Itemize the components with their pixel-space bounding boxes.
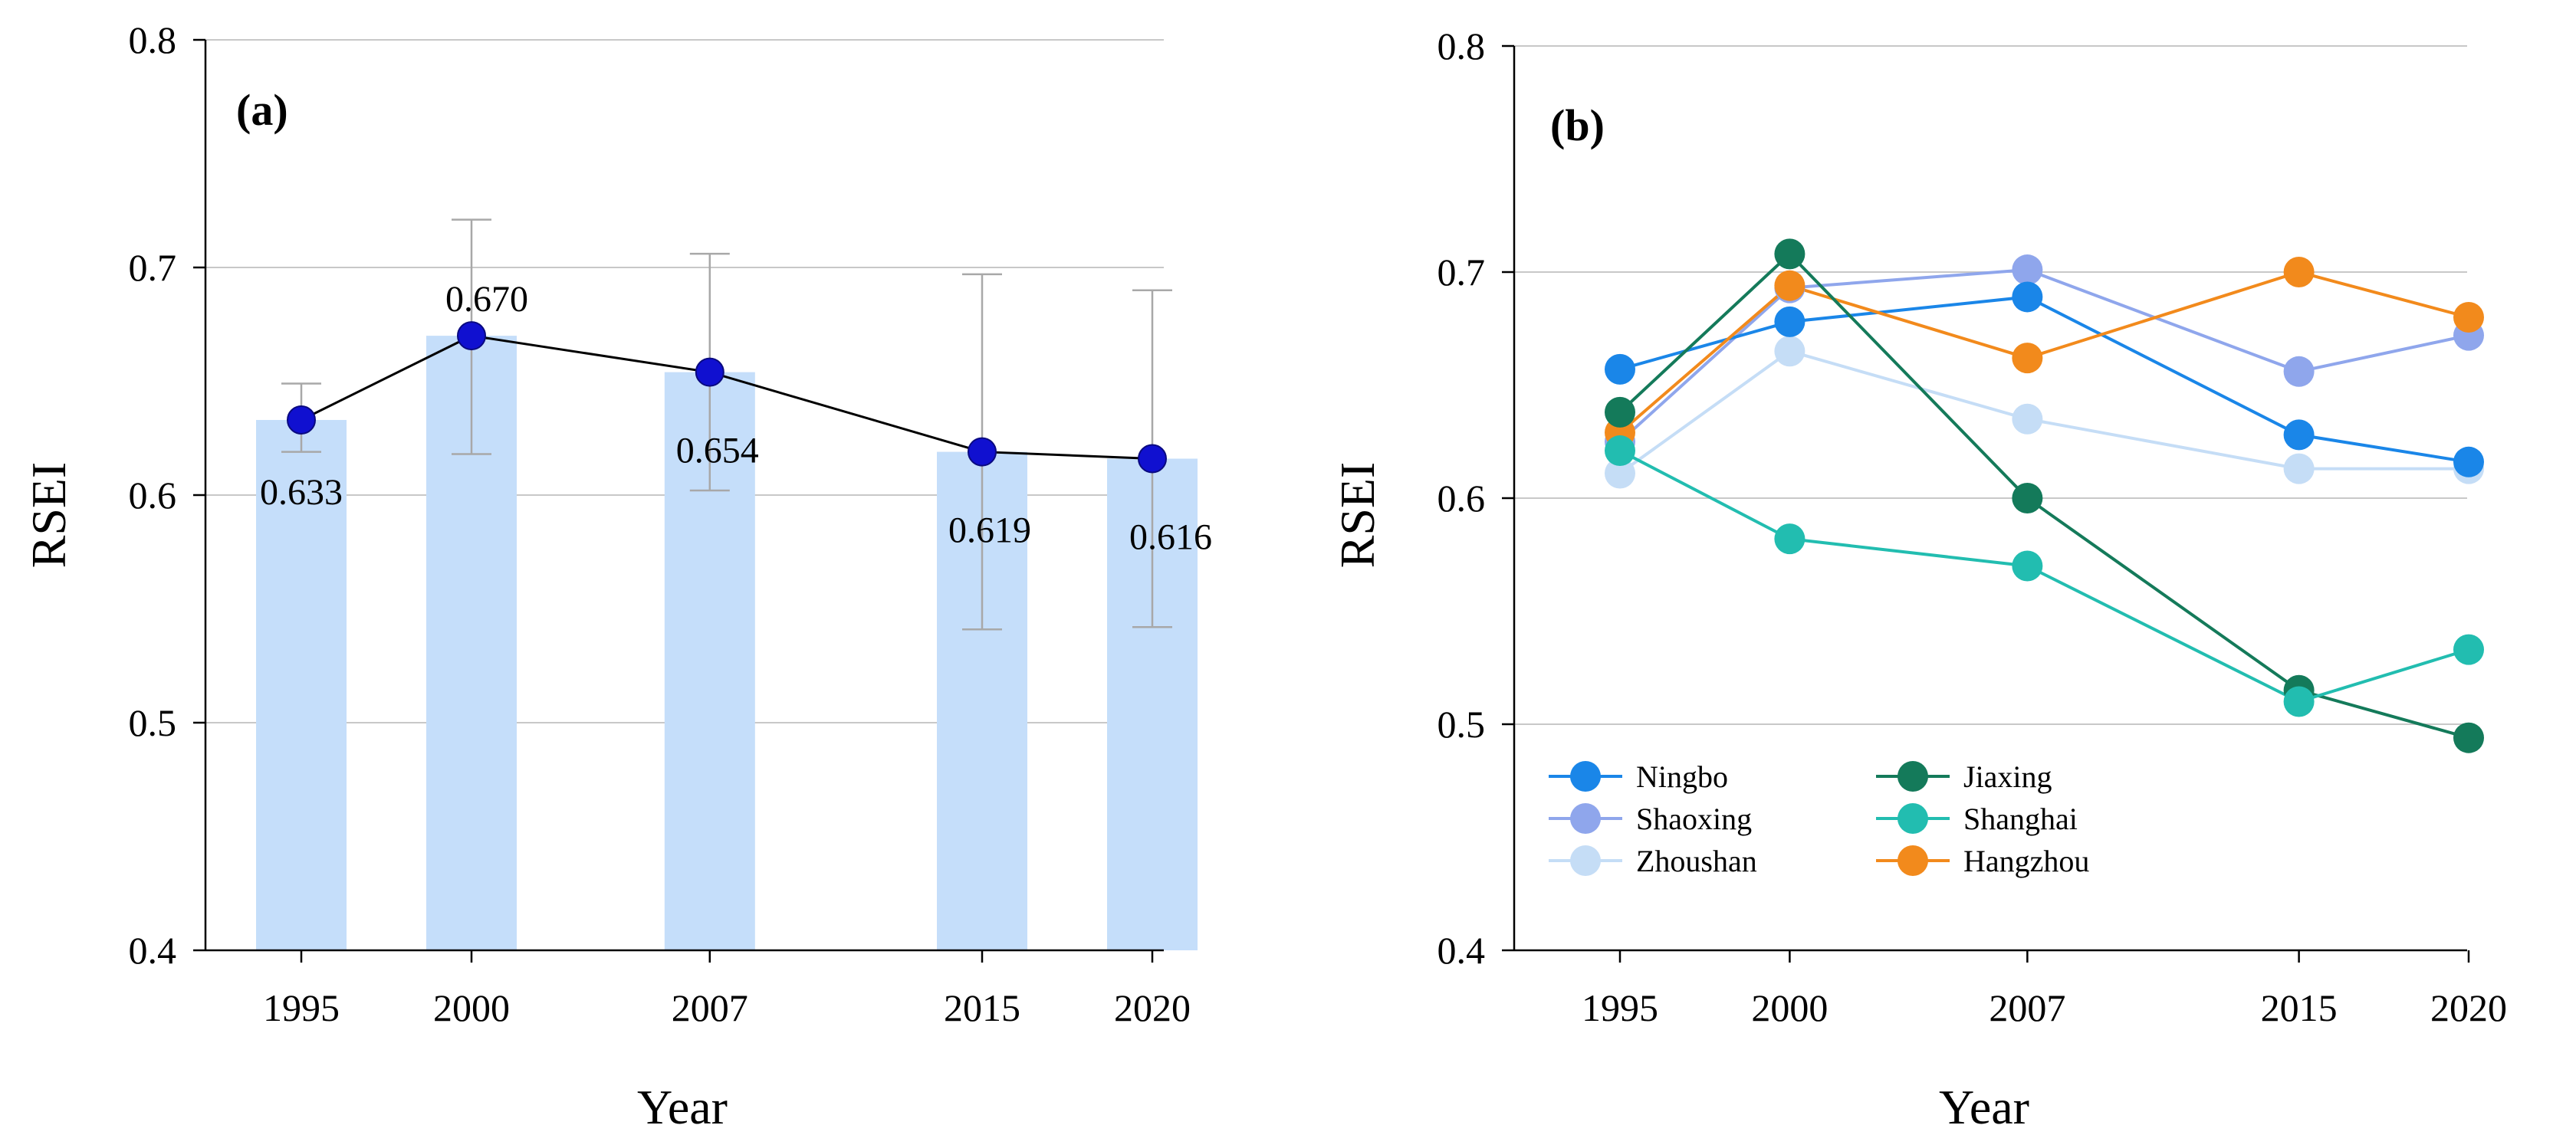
marker-jiaxing-2020 xyxy=(2453,722,2484,753)
marker-shanghai-2000 xyxy=(1774,523,1806,555)
value-label-1995: 0.633 xyxy=(260,472,343,513)
x-tick-label: 1995 xyxy=(263,986,340,1029)
y-tick-label: 0.8 xyxy=(1438,25,1486,67)
value-labels-a: 0.633 0.670 0.654 0.619 0.616 xyxy=(260,279,1212,557)
value-label-2007: 0.654 xyxy=(676,431,759,471)
marker-zhoushan-2007 xyxy=(2012,403,2043,435)
legend-marker-hangzhou xyxy=(1898,845,1928,876)
x-tick-label: 2007 xyxy=(672,986,748,1029)
y-tick-label: 0.6 xyxy=(129,474,177,517)
legend-marker-ningbo xyxy=(1570,761,1601,792)
legend-marker-zhoushan xyxy=(1570,845,1601,876)
marker-shanghai-2015 xyxy=(2283,686,2315,717)
marker-ningbo-2020 xyxy=(2453,446,2484,477)
chart-panel-b: 0.4 0.5 0.6 0.7 0.8 1995 2000 2007 2015 2020 Nin… xyxy=(1330,25,2507,1134)
x-tick-label: 2020 xyxy=(2430,986,2507,1029)
bar-1995 xyxy=(256,419,347,950)
value-label-2015: 0.619 xyxy=(948,510,1031,551)
y-axis-title-a: RSEI xyxy=(21,462,76,569)
x-axis-title-b: Year xyxy=(1939,1080,2029,1134)
y-ticks-a: 0.4 0.5 0.6 0.7 0.8 xyxy=(129,18,205,972)
x-tick-label: 2020 xyxy=(1114,986,1191,1029)
marker-2020 xyxy=(1138,444,1167,474)
y-tick-label: 0.8 xyxy=(129,18,177,61)
x-tick-label: 1995 xyxy=(1582,986,1658,1029)
x-ticks-b: 1995 2000 2007 2015 2020 xyxy=(1582,950,2507,1029)
legend-b: Ningbo Jiaxing Shaoxing Shanghai Zhoushan Han… xyxy=(1549,759,2089,878)
markers-a xyxy=(287,321,1167,474)
legend-label-jiaxing: Jiaxing xyxy=(1963,759,2052,794)
panel-label-b: (b) xyxy=(1550,100,1605,150)
marker-shanghai-1995 xyxy=(1605,435,1635,467)
marker-hangzhou-2020 xyxy=(2453,302,2484,333)
legend-label-ningbo: Ningbo xyxy=(1636,759,1728,794)
marker-zhoushan-1995 xyxy=(1605,458,1635,489)
marker-shaoxing-2015 xyxy=(2283,356,2315,387)
series-line-zhoushan xyxy=(1618,349,2469,475)
legend-label-hangzhou: Hangzhou xyxy=(1963,844,2089,878)
marker-hangzhou-2000 xyxy=(1774,270,1806,301)
marker-jiaxing-2000 xyxy=(1774,238,1806,270)
legend-marker-shaoxing xyxy=(1570,803,1601,834)
marker-1995 xyxy=(287,405,316,435)
grid-b xyxy=(1514,45,2467,725)
marker-2015 xyxy=(968,437,997,467)
marker-2000 xyxy=(457,321,486,351)
marker-jiaxing-2007 xyxy=(2012,483,2043,513)
y-tick-label: 0.4 xyxy=(129,929,177,972)
marker-shaoxing-2007 xyxy=(2012,254,2043,286)
series-line-shanghai xyxy=(1619,449,2469,704)
value-label-2000: 0.670 xyxy=(445,279,528,320)
y-axis-title-b: RSEI xyxy=(1330,462,1385,569)
y-tick-label: 0.6 xyxy=(1438,477,1486,520)
legend-label-shaoxing: Shaoxing xyxy=(1636,802,1752,836)
marker-2007 xyxy=(695,357,724,387)
series-markers-b xyxy=(1605,238,2484,753)
marker-zhoushan-2015 xyxy=(2283,453,2315,484)
y-tick-label: 0.4 xyxy=(1438,929,1486,972)
y-tick-label: 0.7 xyxy=(129,246,177,289)
x-tick-label: 2015 xyxy=(944,986,1020,1029)
marker-shanghai-2007 xyxy=(2012,550,2043,582)
bars-a xyxy=(256,336,1198,951)
marker-ningbo-2015 xyxy=(2283,419,2315,451)
x-tick-label: 2007 xyxy=(1989,986,2065,1029)
y-ticks-b: 0.4 0.5 0.6 0.7 0.8 xyxy=(1438,25,1514,972)
marker-shanghai-2020 xyxy=(2453,634,2484,665)
marker-ningbo-2000 xyxy=(1774,306,1806,337)
legend-marker-jiaxing xyxy=(1898,761,1928,792)
legend-label-zhoushan: Zhoushan xyxy=(1636,844,1757,878)
marker-ningbo-2007 xyxy=(2012,281,2043,313)
legend-label-shanghai: Shanghai xyxy=(1963,802,2078,836)
marker-zhoushan-2000 xyxy=(1774,336,1806,367)
panel-label-a: (a) xyxy=(236,85,288,135)
series-line-hangzhou xyxy=(1618,270,2469,434)
marker-jiaxing-1995 xyxy=(1605,396,1635,428)
x-axis-title-a: Year xyxy=(637,1080,728,1134)
legend-marker-shanghai xyxy=(1898,803,1928,834)
x-ticks-a: 1995 2000 2007 2015 2020 xyxy=(263,950,1191,1029)
marker-ningbo-1995 xyxy=(1605,353,1635,385)
marker-hangzhou-2015 xyxy=(2283,257,2315,287)
y-tick-label: 0.5 xyxy=(129,701,177,744)
x-tick-label: 2000 xyxy=(1751,986,1828,1029)
y-tick-label: 0.5 xyxy=(1438,703,1486,746)
x-tick-label: 2000 xyxy=(433,986,510,1029)
y-tick-label: 0.7 xyxy=(1438,251,1486,294)
marker-hangzhou-2007 xyxy=(2012,343,2043,374)
series-lines-b xyxy=(1618,251,2469,740)
x-tick-label: 2015 xyxy=(2261,986,2338,1029)
value-label-2020: 0.616 xyxy=(1129,517,1212,557)
